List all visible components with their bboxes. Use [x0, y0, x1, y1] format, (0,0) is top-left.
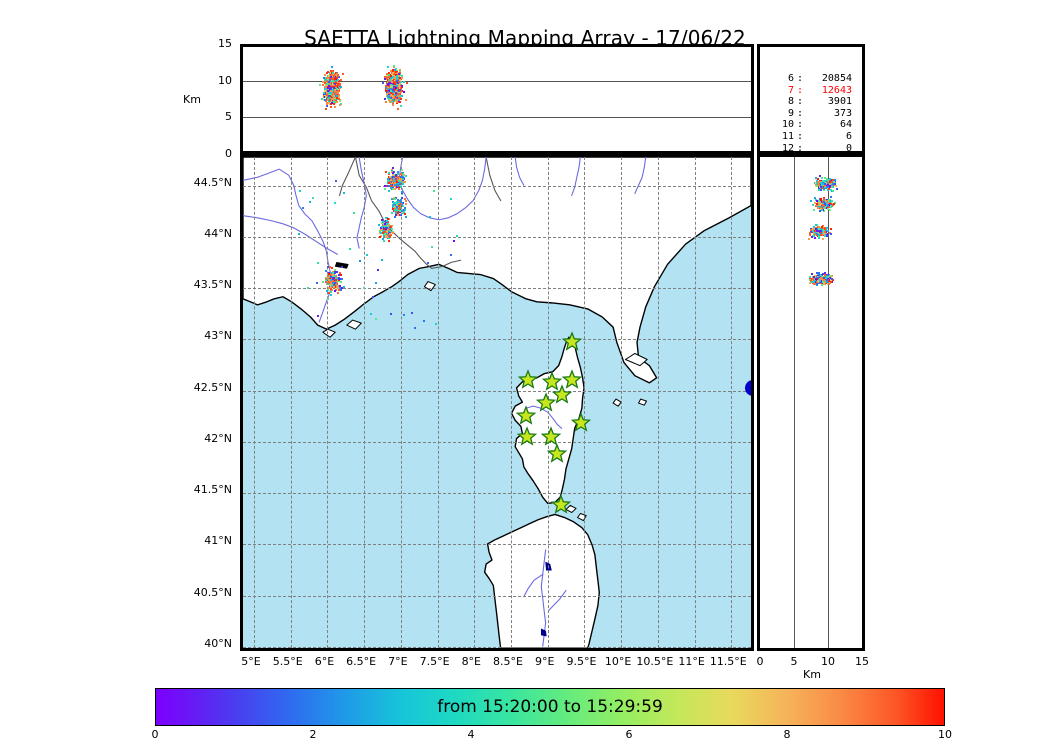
source-count: 3901 — [806, 96, 852, 108]
colorbar-tick-2: 2 — [293, 728, 333, 741]
latitude-tick-43°N: 43°N — [168, 329, 232, 342]
altitude-tick-5: 5 — [200, 110, 232, 123]
station-number: 7 — [768, 85, 794, 97]
latitude-tick-42°N: 42°N — [168, 432, 232, 445]
altitude-tick-15: 15 — [200, 37, 232, 50]
latitude-tick-41.5°N: 41.5°N — [168, 483, 232, 496]
stat-separator: : — [794, 131, 806, 143]
station-count-row: 9:373 — [768, 108, 852, 120]
colorbar-tick-0: 0 — [135, 728, 175, 741]
latitude-tick-40°N: 40°N — [168, 637, 232, 650]
station-count-stats-panel: 6:20854 7:12643 8:3901 9:373 10:64 11:6 12:0 — [757, 44, 865, 154]
altitude-vs-longitude-panel — [240, 44, 754, 154]
latitude-vs-altitude-panel — [757, 154, 865, 651]
station-number: 9 — [768, 108, 794, 120]
right-axis-tick-10: 10 — [810, 655, 846, 668]
altitude-gridline — [243, 117, 751, 118]
colorbar-tick-8: 8 — [767, 728, 807, 741]
stat-separator: : — [794, 143, 806, 155]
colorbar-tick-10: 10 — [925, 728, 965, 741]
station-number: 10 — [768, 119, 794, 131]
source-count: 64 — [806, 119, 852, 131]
latitude-tick-44.5°N: 44.5°N — [168, 176, 232, 189]
right-axis-tick-0: 0 — [742, 655, 778, 668]
colorbar-tick-4: 4 — [451, 728, 491, 741]
station-count-row: 6:20854 — [768, 73, 852, 85]
colorbar-tick-6: 6 — [609, 728, 649, 741]
source-count: 6 — [806, 131, 852, 143]
right-axis-tick-5: 5 — [776, 655, 812, 668]
station-count-row: 12:0 — [768, 143, 852, 155]
stat-separator: : — [794, 85, 806, 97]
latitude-altitude-scatter — [760, 157, 862, 648]
station-count-row: 8:3901 — [768, 96, 852, 108]
stat-separator: : — [794, 119, 806, 131]
source-count: 12643 — [806, 85, 852, 97]
station-count-list: 6:20854 7:12643 8:3901 9:373 10:64 11:6 12:0 — [768, 73, 852, 154]
station-number: 6 — [768, 73, 794, 85]
altitude-axis-label: Km — [183, 93, 201, 106]
right-panel-axis-label: Km — [803, 668, 821, 681]
stat-separator: : — [794, 96, 806, 108]
location-marker-dot — [745, 380, 754, 396]
time-colorbar: from 15:20:00 to 15:29:59 0 2 4 6 8 10 — [155, 688, 945, 726]
latitude-tick-42.5°N: 42.5°N — [168, 381, 232, 394]
station-number: 11 — [768, 131, 794, 143]
stat-separator: : — [794, 108, 806, 120]
station-count-row: 7:12643 — [768, 85, 852, 97]
colorbar-time-range-label: from 15:20:00 to 15:29:59 — [155, 697, 945, 717]
latitude-tick-44°N: 44°N — [168, 227, 232, 240]
source-count: 20854 — [806, 73, 852, 85]
lightning-map-panel — [240, 154, 754, 651]
latitude-tick-40.5°N: 40.5°N — [168, 586, 232, 599]
station-number: 12 — [768, 143, 794, 155]
altitude-tick-0: 0 — [200, 147, 232, 160]
source-count: 373 — [806, 108, 852, 120]
right-axis-tick-15: 15 — [844, 655, 880, 668]
stat-separator: : — [794, 73, 806, 85]
station-count-row: 10:64 — [768, 119, 852, 131]
latitude-tick-43.5°N: 43.5°N — [168, 278, 232, 291]
altitude-gridline — [243, 81, 751, 82]
station-number: 8 — [768, 96, 794, 108]
altitude-tick-10: 10 — [200, 74, 232, 87]
station-count-row: 11:6 — [768, 131, 852, 143]
latitude-tick-41°N: 41°N — [168, 534, 232, 547]
source-count: 0 — [806, 143, 852, 155]
